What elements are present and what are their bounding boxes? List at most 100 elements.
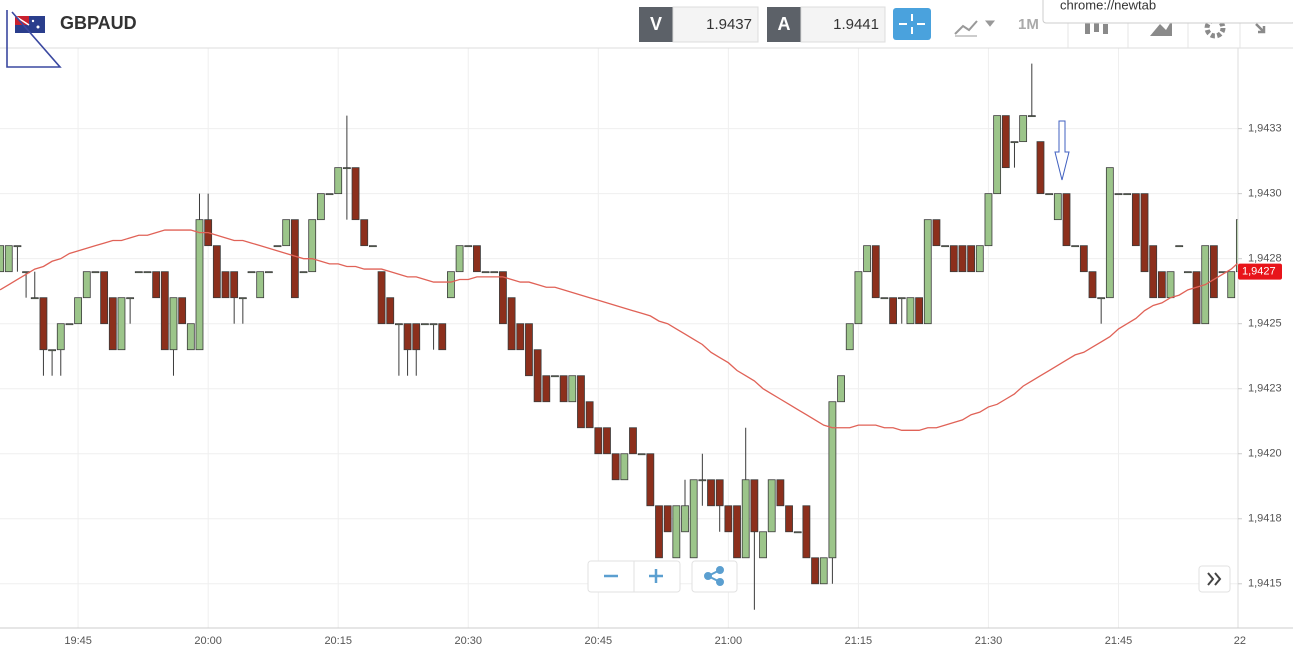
chart-type-button[interactable]: [954, 20, 996, 37]
candle-body: [1149, 245, 1158, 299]
x-tick-label: 20:15: [324, 635, 352, 647]
candle-body: [1209, 245, 1218, 299]
flag-icon: [14, 15, 45, 33]
y-tick-label: 1,9423: [1248, 383, 1282, 395]
candle-body: [871, 245, 880, 299]
candle-body: [828, 401, 837, 559]
candle-body: [1157, 271, 1166, 299]
candle-body: [1123, 193, 1132, 196]
x-tick-label: 20:30: [454, 635, 482, 647]
crosshair-button[interactable]: [893, 8, 931, 40]
candle-body: [1192, 271, 1201, 325]
candle-body: [195, 219, 204, 351]
candle-style-button[interactable]: [1085, 18, 1108, 34]
y-tick-label: 1,9433: [1248, 123, 1282, 135]
candle-body: [447, 271, 455, 299]
candle-body: [438, 323, 447, 351]
candle-body: [672, 505, 681, 559]
candle-body: [160, 271, 169, 351]
candle-body: [152, 271, 161, 299]
candle-body: [351, 167, 360, 221]
settings-button[interactable]: [1204, 17, 1226, 39]
x-tick-label: 21:30: [975, 635, 1003, 647]
candle-body: [689, 479, 698, 559]
candle-body: [533, 349, 542, 403]
price-axis: [1238, 48, 1293, 628]
candle-body: [819, 557, 828, 585]
expand-button[interactable]: [1255, 23, 1266, 34]
candle-body: [906, 297, 915, 325]
candle-body: [1019, 115, 1028, 143]
y-tick-label: 1,9425: [1248, 318, 1282, 330]
candle-body: [1001, 115, 1010, 169]
candle-body: [681, 505, 689, 533]
y-tick-label: 1,9428: [1248, 253, 1282, 265]
ask-box: [800, 6, 886, 43]
indicator-button[interactable]: [1150, 20, 1172, 36]
timeframe[interactable]: 1M: [1018, 16, 1039, 33]
scroll-end-button[interactable]: [1207, 572, 1222, 586]
candle-body: [342, 167, 351, 170]
candle-body: [429, 323, 438, 326]
candle-body: [975, 245, 984, 273]
candle-body: [334, 167, 343, 195]
candle-body: [802, 505, 811, 559]
zoom-controls: [587, 560, 1231, 593]
x-tick-label: 19:45: [64, 635, 92, 647]
candle-body: [984, 193, 993, 247]
candle-body: [915, 297, 923, 325]
candle-body: [932, 219, 941, 247]
x-tick-label: 21:00: [715, 635, 743, 647]
bid-box: [672, 6, 759, 43]
candle-body: [117, 297, 126, 351]
candle-body: [585, 401, 594, 429]
price-badge: [1238, 263, 1282, 280]
candle-body: [230, 271, 239, 299]
candle-body: [542, 375, 551, 403]
ask-price: 1.9441: [833, 16, 879, 33]
candle-body: [169, 297, 178, 351]
candle-body: [611, 453, 620, 481]
y-tick-label: 1,9420: [1248, 448, 1282, 460]
candle-body: [100, 271, 109, 325]
candle-body: [299, 271, 308, 274]
candle-body: [759, 531, 767, 559]
candle-body: [811, 557, 819, 585]
candle-body: [186, 323, 195, 351]
candle-body: [74, 297, 83, 325]
candle-body: [1088, 271, 1097, 299]
candle-body: [412, 323, 421, 351]
candle-body: [108, 297, 117, 351]
candle-body: [1183, 271, 1192, 274]
candle-body: [559, 375, 568, 403]
bid-price: 1.9437: [706, 16, 752, 33]
candle-body: [750, 479, 759, 533]
candle-body: [741, 479, 750, 559]
x-tick-label: 20:45: [585, 635, 613, 647]
candle-body: [282, 219, 291, 247]
candle-body: [577, 375, 585, 429]
share-button[interactable]: [704, 566, 724, 586]
y-tick-label: 1,9418: [1248, 513, 1282, 525]
candle-body: [256, 271, 265, 299]
candle-body: [1114, 193, 1123, 196]
candle-body: [403, 323, 412, 351]
candle-body: [889, 297, 897, 325]
candle-body: [941, 245, 950, 248]
candle-body: [360, 219, 369, 247]
candle-body: [594, 427, 603, 455]
candle-body: [212, 245, 221, 299]
zoom-in-button[interactable]: [649, 569, 663, 583]
candle-body: [1097, 297, 1106, 300]
candle-body: [1045, 193, 1054, 196]
x-tick-label: 22: [1234, 635, 1246, 647]
y-tick-label: 1,9415: [1248, 578, 1282, 590]
candle-body: [1105, 167, 1114, 299]
candle-body: [1166, 271, 1175, 299]
candle-body: [715, 479, 724, 507]
plot-area: [0, 63, 1238, 610]
candle-body: [1140, 193, 1149, 273]
candle-body: [1227, 271, 1236, 299]
